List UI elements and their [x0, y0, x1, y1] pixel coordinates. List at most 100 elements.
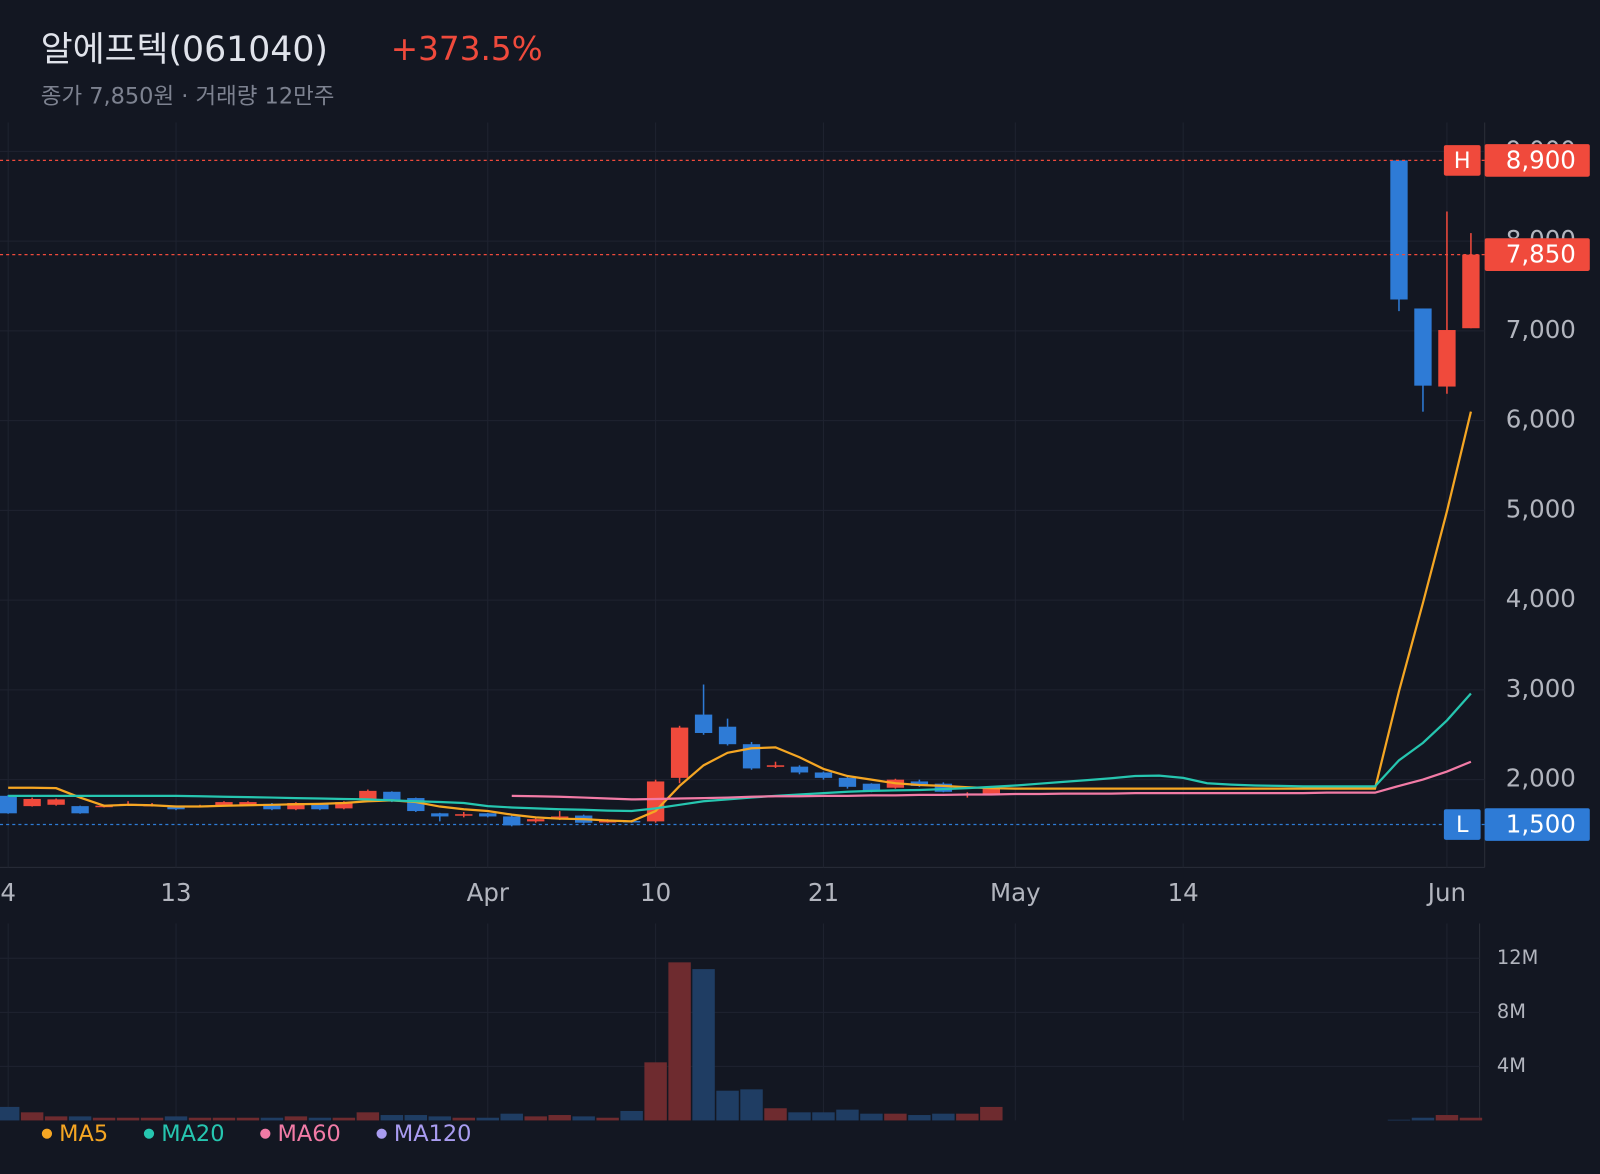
- volume-bar: [500, 1113, 523, 1121]
- y-tick-label: 3,000: [1506, 674, 1576, 703]
- y-tick-label: 7,000: [1506, 315, 1576, 344]
- legend-label: MA60: [278, 1121, 341, 1147]
- legend-dot: [260, 1128, 271, 1139]
- x-tick-label: 14: [1168, 878, 1199, 907]
- price-label: 8,900: [1506, 145, 1576, 174]
- volume-bar: [740, 1089, 763, 1121]
- volume-bar: [716, 1090, 739, 1121]
- legend-label: MA5: [59, 1121, 108, 1147]
- volume-bar: [380, 1115, 404, 1121]
- ma-line: [511, 760, 1472, 801]
- price-label-box: [1484, 238, 1590, 271]
- volume-bar: [236, 1117, 260, 1121]
- candle-body: [1390, 160, 1408, 300]
- candle-body: [670, 727, 689, 778]
- volume-bar: [92, 1117, 116, 1121]
- volume-bar: [932, 1113, 955, 1121]
- volume-bar: [572, 1116, 595, 1121]
- marker-tag-label: L: [1456, 812, 1469, 838]
- price-label: 1,500: [1506, 810, 1576, 839]
- x-tick-label: 10: [640, 878, 671, 907]
- volume-bar: [404, 1115, 428, 1121]
- volume-bar: [188, 1117, 212, 1121]
- volume-bar: [692, 969, 715, 1121]
- price-label-box: [1484, 144, 1590, 177]
- x-tick-label: Apr: [467, 878, 510, 907]
- legend-dot: [143, 1128, 155, 1139]
- marker-tag: [1443, 809, 1481, 840]
- subtitle: 종가 7,850원 · 거래량 12만주: [41, 83, 335, 109]
- volume-bar: [668, 962, 691, 1121]
- volume-bar: [116, 1117, 140, 1121]
- candle-body: [862, 783, 881, 791]
- volume-tick-label: 4M: [1497, 1054, 1526, 1077]
- candle-body: [1414, 308, 1432, 386]
- volume-bar: [1411, 1117, 1435, 1121]
- candle-body: [790, 766, 809, 773]
- candle-body: [0, 795, 17, 814]
- volume-bar: [260, 1117, 284, 1121]
- candle-body: [646, 781, 665, 822]
- x-tick-label: Jun: [1426, 878, 1466, 907]
- legend-label: MA120: [394, 1121, 472, 1147]
- volume-tick-label: 12M: [1497, 946, 1538, 969]
- volume-bar: [764, 1108, 787, 1121]
- candle-body: [838, 777, 857, 787]
- volume-bar: [956, 1113, 979, 1121]
- candle-body: [71, 806, 89, 814]
- volume-bar: [884, 1113, 907, 1121]
- marker-tag: [1443, 145, 1481, 176]
- candle-body: [431, 813, 449, 817]
- y-tick-label: 4,000: [1506, 584, 1576, 613]
- candle-body: [1438, 330, 1456, 387]
- volume-bar: [428, 1116, 452, 1121]
- x-tick-label: 21: [808, 878, 839, 907]
- candle-body: [263, 803, 281, 810]
- candle-body: [359, 790, 377, 799]
- candle-body: [982, 786, 1000, 795]
- candle-body: [527, 819, 545, 822]
- candle-body: [766, 765, 785, 767]
- candle-body: [167, 806, 185, 810]
- volume-bar: [524, 1116, 547, 1121]
- volume-bar: [812, 1112, 835, 1121]
- legend-dot: [376, 1128, 387, 1139]
- candle-body: [215, 802, 233, 807]
- volume-bar: [596, 1117, 619, 1121]
- volume-bar: [68, 1116, 92, 1121]
- candle-body: [934, 783, 953, 792]
- volume-bar: [788, 1112, 811, 1121]
- volume-bar: [332, 1117, 356, 1121]
- volume-bar: [1435, 1115, 1459, 1121]
- marker-tag-label: H: [1454, 148, 1471, 174]
- x-tick-label: May: [990, 878, 1041, 907]
- volume-bar: [908, 1115, 931, 1121]
- candle-body: [814, 772, 833, 778]
- x-tick-label: 13: [160, 878, 191, 907]
- volume-bar: [164, 1116, 188, 1121]
- y-tick-label: 2,000: [1506, 764, 1576, 793]
- legend-label: MA20: [161, 1121, 224, 1147]
- volume-bar: [548, 1115, 571, 1121]
- candle-body: [1462, 254, 1480, 329]
- volume-bar: [0, 1106, 20, 1121]
- y-tick-label: 5,000: [1506, 494, 1576, 523]
- ma-line: [8, 411, 1473, 823]
- volume-bar: [140, 1117, 164, 1121]
- volume-bar: [308, 1117, 332, 1121]
- volume-bar: [1459, 1117, 1483, 1121]
- legend-dot: [41, 1128, 53, 1139]
- volume-bar: [284, 1116, 308, 1121]
- volume-bar: [356, 1112, 380, 1121]
- volume-bar: [20, 1112, 44, 1121]
- ma-line: [8, 692, 1472, 813]
- volume-bar: [836, 1109, 859, 1121]
- volume-bar: [980, 1106, 1003, 1121]
- y-tick-label: 6,000: [1506, 405, 1576, 434]
- candle-body: [47, 799, 65, 805]
- volume-bar: [644, 1062, 667, 1121]
- price-label-box: [1484, 808, 1590, 841]
